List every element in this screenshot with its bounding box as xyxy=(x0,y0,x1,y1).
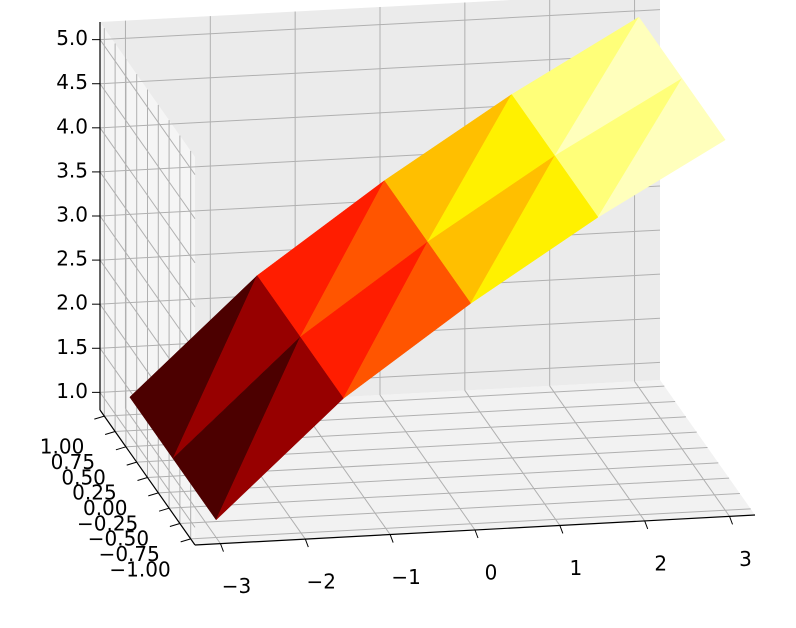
x-tick-label: −2 xyxy=(307,570,336,594)
x-tick-label: 0 xyxy=(485,561,498,585)
x-tick xyxy=(304,538,309,548)
z-tick-label: 3.0 xyxy=(56,203,88,227)
grid-line xyxy=(99,215,196,352)
grid-line xyxy=(99,171,196,308)
x-tick xyxy=(644,520,649,530)
z-tick-label: 3.5 xyxy=(56,158,88,182)
y-tick-label: −1.00 xyxy=(109,557,170,581)
axis-line xyxy=(194,514,756,546)
y-tick xyxy=(126,461,137,466)
axis-line xyxy=(99,409,196,546)
x-tick xyxy=(474,529,479,539)
y-tick-label: −0.75 xyxy=(99,542,160,566)
y-tick-label: 0.50 xyxy=(61,465,106,489)
y-tick-label: −0.50 xyxy=(88,527,149,551)
grid-line xyxy=(99,392,196,528)
grid-line xyxy=(99,9,661,41)
surface-triangle xyxy=(470,155,599,304)
x-tick-label: 1 xyxy=(569,556,582,580)
x-tick xyxy=(729,516,734,525)
y-tick xyxy=(180,538,191,543)
grid-line xyxy=(99,127,196,264)
y-tick-label: 0.00 xyxy=(83,496,128,520)
surface-triangle xyxy=(597,78,726,218)
z-tick-label: 1.0 xyxy=(56,379,88,403)
grid-line xyxy=(158,462,719,494)
y-tick xyxy=(137,477,148,481)
grid-line xyxy=(179,493,740,525)
y-tick xyxy=(158,507,170,512)
grid-line xyxy=(169,477,730,509)
z-tick-label: 4.5 xyxy=(56,70,88,94)
y-tick xyxy=(148,492,159,497)
y-tick xyxy=(115,446,127,451)
z-tick-label: 5.0 xyxy=(56,26,88,50)
y-tick xyxy=(104,430,116,435)
grid-line xyxy=(99,53,661,85)
z-tick-label: 2.5 xyxy=(56,247,88,271)
z-tick-label: 4.0 xyxy=(56,114,88,138)
grid-line xyxy=(99,83,196,220)
x-tick xyxy=(559,525,564,534)
y-tick-label: 0.25 xyxy=(72,481,117,505)
surface-triangle xyxy=(215,336,344,521)
x-tick-label: 2 xyxy=(654,551,667,575)
grid-line xyxy=(99,39,196,175)
x-tick xyxy=(219,543,224,552)
surface-triangle xyxy=(343,241,472,399)
y-tick xyxy=(169,523,181,528)
z-tick-label: 1.5 xyxy=(56,335,88,359)
y-tick-label: 0.75 xyxy=(51,450,96,474)
y-tick-label: 1.00 xyxy=(40,435,85,459)
z-tick-label: 2.0 xyxy=(56,291,88,315)
x-tick-label: −1 xyxy=(391,565,420,589)
y-tick xyxy=(94,415,105,420)
x-tick-label: −3 xyxy=(222,574,251,598)
y-tick-label: −0.25 xyxy=(77,511,138,535)
x-tick-label: 3 xyxy=(739,547,752,571)
x-tick xyxy=(389,534,394,543)
grid-line xyxy=(190,508,751,540)
